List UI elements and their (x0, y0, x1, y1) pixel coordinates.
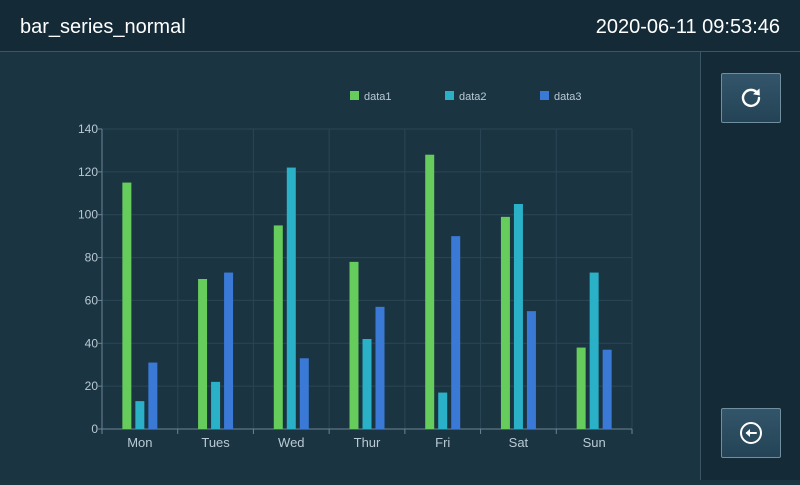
bar-data3-wed (299, 358, 309, 429)
legend-swatch-data2 (445, 91, 454, 100)
bar-data1-wed (273, 225, 283, 429)
bar-data2-tues (211, 381, 221, 429)
bar-data3-sat (526, 311, 536, 429)
chart-bars (122, 154, 612, 430)
bar-data2-sun (589, 272, 599, 429)
y-tick-label: 140 (78, 122, 98, 136)
x-tick-label: Wed (278, 435, 305, 450)
bar-data1-sun (576, 347, 586, 429)
y-tick-label: 120 (78, 165, 98, 179)
y-tick-label: 20 (85, 379, 99, 393)
chart-area: 0 20 40 60 80 100 120 140 Mon Tues Wed Thur Fri Sat S… (0, 53, 700, 480)
x-tick-label: Sat (509, 435, 529, 450)
chart-legend: data1 data2 data3 (350, 91, 582, 103)
legend-label-data2: data2 (459, 91, 487, 103)
y-tick-label: 0 (91, 422, 98, 436)
bar-data3-thur (375, 306, 385, 429)
y-tick-label: 100 (78, 208, 98, 222)
page-title: bar_series_normal (20, 16, 186, 38)
bar-data3-mon (148, 362, 158, 429)
y-tick-label: 40 (85, 336, 99, 350)
legend-label-data1: data1 (364, 91, 392, 103)
bar-data1-fri (425, 154, 435, 429)
bar-data1-tues (198, 279, 208, 429)
header-bar: bar_series_normal 2020-06-11 09:53:46 (0, 0, 800, 52)
x-tick-label: Fri (435, 435, 450, 450)
y-tick-label: 80 (85, 251, 99, 265)
bar-data1-mon (122, 182, 132, 429)
x-tick-labels: Mon Tues Wed Thur Fri Sat Sun (127, 435, 606, 450)
bar-data2-sat (513, 204, 523, 429)
refresh-icon (741, 88, 761, 107)
back-button[interactable] (721, 408, 781, 458)
x-tick-label: Thur (354, 435, 381, 450)
x-tick-label: Sun (583, 435, 606, 450)
bar-data2-wed (286, 167, 296, 430)
y-tick-labels: 0 20 40 60 80 100 120 140 (78, 122, 98, 436)
y-tick-label: 60 (85, 293, 99, 307)
back-arrow-circle-icon (740, 422, 762, 444)
legend-swatch-data3 (540, 91, 549, 100)
legend-label-data3: data3 (554, 91, 582, 103)
bar-data3-fri (451, 236, 461, 429)
bar-data3-sun (602, 349, 612, 429)
x-tick-label: Mon (127, 435, 152, 450)
bar-data2-fri (438, 392, 448, 429)
bar-data3-tues (224, 272, 234, 429)
bar-data2-mon (135, 401, 145, 429)
chart-grid (102, 128, 633, 429)
bar-data1-thur (349, 261, 359, 429)
bar-chart: 0 20 40 60 80 100 120 140 Mon Tues Wed Thur Fri Sat S… (78, 91, 633, 450)
x-tick-label: Tues (201, 435, 230, 450)
bar-data2-thur (362, 339, 372, 429)
bar-data1-sat (500, 216, 510, 429)
refresh-button[interactable] (721, 73, 781, 123)
datetime-display: 2020-06-11 09:53:46 (595, 16, 780, 38)
legend-swatch-data1 (350, 91, 359, 100)
sidebar (700, 52, 800, 480)
